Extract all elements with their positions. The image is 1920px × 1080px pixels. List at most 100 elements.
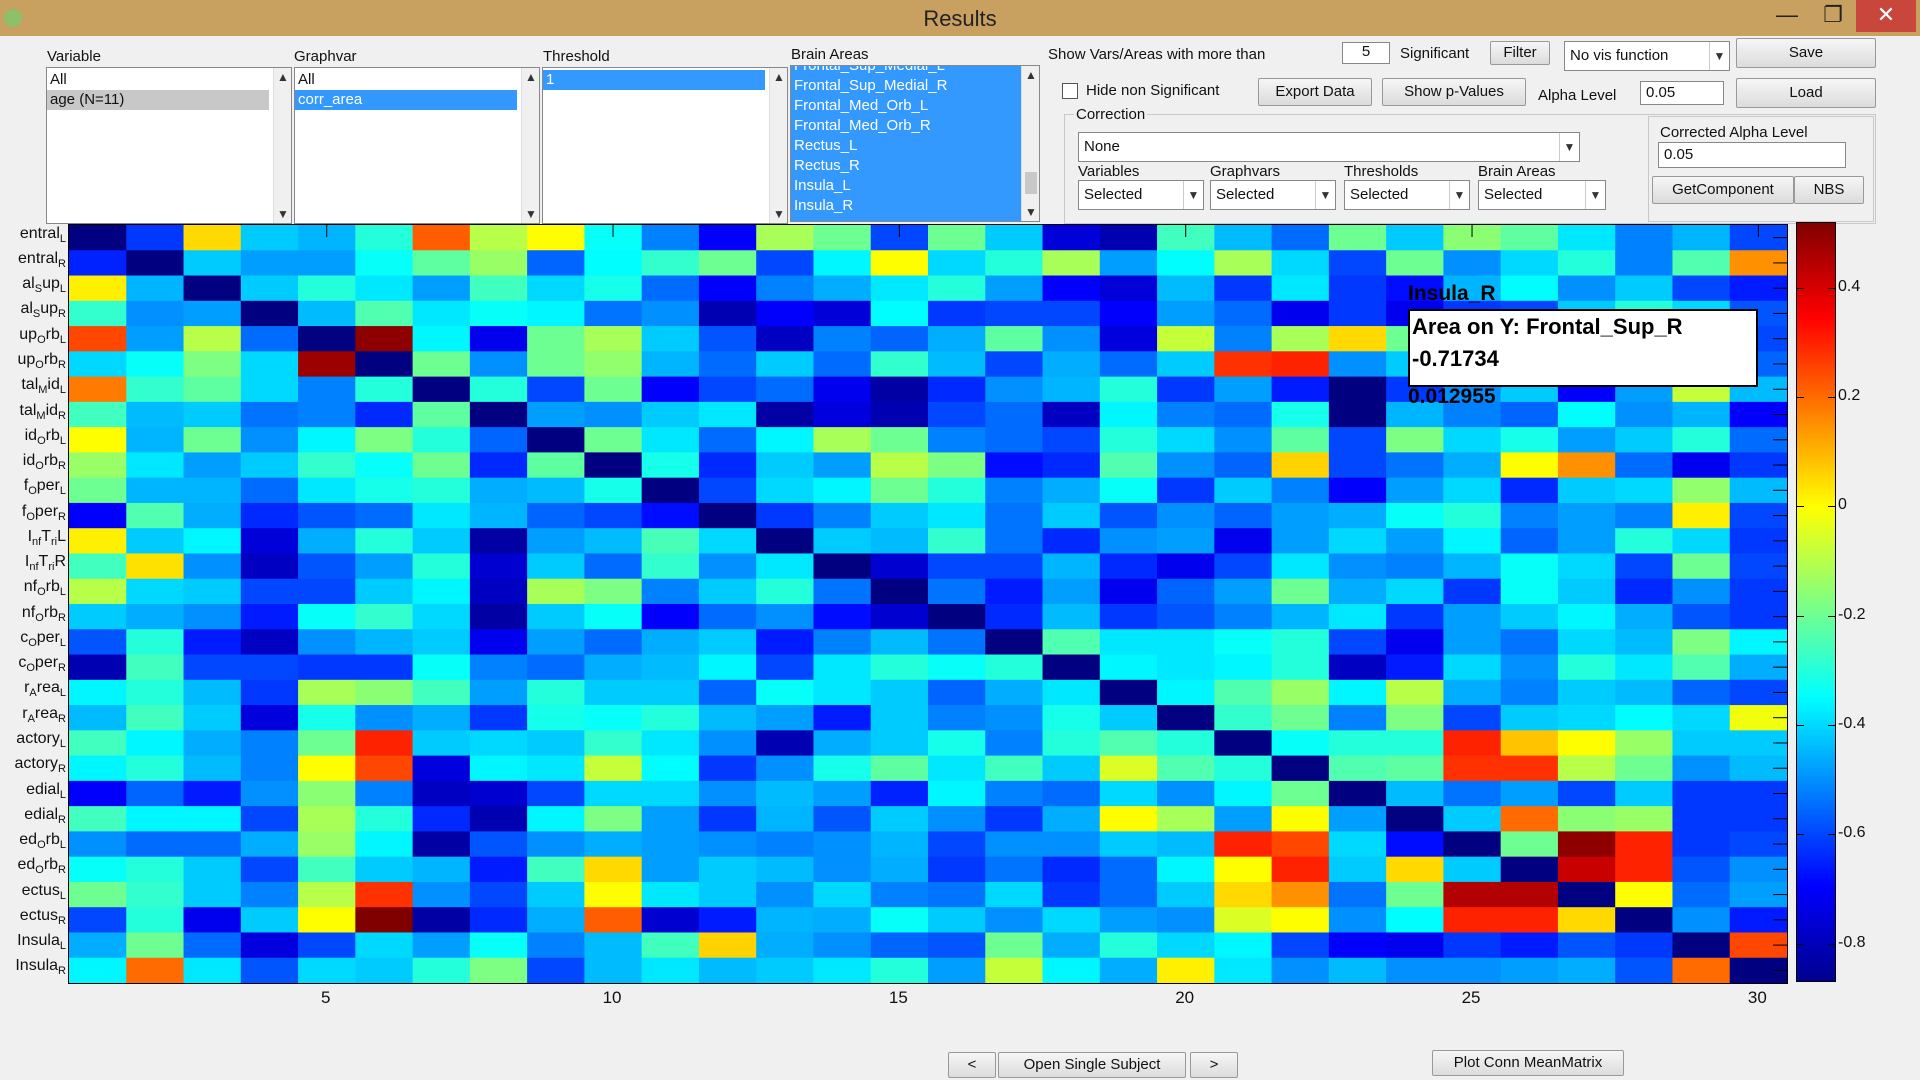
heatmap-cell[interactable] bbox=[756, 326, 815, 352]
heatmap-cell[interactable] bbox=[985, 629, 1044, 656]
heatmap-cell[interactable] bbox=[1328, 502, 1387, 529]
heatmap-cell[interactable] bbox=[813, 932, 872, 959]
heatmap-cell[interactable] bbox=[1042, 755, 1101, 782]
heatmap-cell[interactable] bbox=[641, 730, 700, 757]
heatmap-cell[interactable] bbox=[1443, 806, 1502, 832]
heatmap-cell[interactable] bbox=[870, 780, 929, 807]
heatmap-cell[interactable] bbox=[641, 932, 700, 959]
heatmap-cell[interactable] bbox=[813, 629, 872, 656]
heatmap-cell[interactable] bbox=[1099, 730, 1158, 757]
heatmap-cell[interactable] bbox=[985, 275, 1044, 302]
heatmap-cell[interactable] bbox=[756, 881, 815, 908]
restore-button[interactable]: ❐ bbox=[1823, 2, 1843, 27]
heatmap-cell[interactable] bbox=[1328, 528, 1387, 555]
heatmap-cell[interactable] bbox=[298, 300, 356, 327]
heatmap-cell[interactable] bbox=[298, 654, 356, 681]
heatmap-cell[interactable] bbox=[641, 250, 700, 277]
heatmap-cell[interactable] bbox=[1271, 907, 1330, 934]
threshold-item-1[interactable]: 1 bbox=[543, 70, 765, 90]
heatmap-cell[interactable] bbox=[183, 907, 242, 934]
heatmap-cell[interactable] bbox=[1672, 553, 1731, 580]
heatmap-cell[interactable] bbox=[1328, 856, 1387, 883]
heatmap-cell[interactable] bbox=[355, 427, 414, 453]
heatmap-cell[interactable] bbox=[527, 629, 585, 656]
heatmap-cell[interactable] bbox=[298, 957, 356, 984]
heatmap-cell[interactable] bbox=[527, 376, 585, 403]
heatmap-cell[interactable] bbox=[1214, 300, 1273, 327]
heatmap-cell[interactable] bbox=[298, 907, 356, 934]
heatmap-cell[interactable] bbox=[1042, 856, 1101, 883]
heatmap-cell[interactable] bbox=[240, 780, 299, 807]
heatmap-cell[interactable] bbox=[355, 907, 414, 934]
heatmap-cell[interactable] bbox=[641, 578, 700, 605]
heatmap-cell[interactable] bbox=[1500, 881, 1559, 908]
heatmap-cell[interactable] bbox=[870, 376, 929, 403]
heatmap-cell[interactable] bbox=[1672, 452, 1731, 479]
heatmap-cell[interactable] bbox=[870, 679, 929, 706]
heatmap-cell[interactable] bbox=[1386, 654, 1444, 681]
heatmap-cell[interactable] bbox=[756, 755, 815, 782]
heatmap-cell[interactable] bbox=[584, 452, 643, 479]
heatmap-cell[interactable] bbox=[1214, 528, 1273, 555]
heatmap-cell[interactable] bbox=[1271, 275, 1330, 302]
heatmap-cell[interactable] bbox=[1386, 427, 1444, 453]
heatmap-cell[interactable] bbox=[1500, 528, 1559, 555]
heatmap-cell[interactable] bbox=[1500, 907, 1559, 934]
heatmap-cell[interactable] bbox=[469, 477, 528, 504]
heatmap-cell[interactable] bbox=[1386, 679, 1444, 706]
chevron-down-icon[interactable]: ▼ bbox=[1559, 133, 1579, 161]
heatmap-cell[interactable] bbox=[1328, 376, 1387, 403]
heatmap-cell[interactable] bbox=[240, 528, 299, 555]
heatmap-cell[interactable] bbox=[240, 604, 299, 630]
heatmap-cell[interactable] bbox=[1443, 780, 1502, 807]
brain-areas-list[interactable]: Frontal_Sup_Medial_L Frontal_Sup_Medial_… bbox=[790, 65, 1040, 222]
heatmap-cell[interactable] bbox=[412, 907, 471, 934]
heatmap-cell[interactable] bbox=[1672, 578, 1731, 605]
heatmap-cell[interactable] bbox=[1271, 401, 1330, 428]
heatmap-cell[interactable] bbox=[928, 654, 986, 681]
heatmap-cell[interactable] bbox=[1042, 376, 1101, 403]
heatmap-cell[interactable] bbox=[469, 578, 528, 605]
heatmap-cell[interactable] bbox=[1271, 452, 1330, 479]
heatmap-cell[interactable] bbox=[126, 502, 185, 529]
scroll-up-icon[interactable]: ▲ bbox=[525, 70, 537, 84]
heatmap-cell[interactable] bbox=[698, 300, 757, 327]
heatmap-cell[interactable] bbox=[1214, 932, 1273, 959]
heatmap-cell[interactable] bbox=[1443, 881, 1502, 908]
heatmap-cell[interactable] bbox=[584, 351, 643, 378]
heatmap-cell[interactable] bbox=[1386, 881, 1444, 908]
heatmap-cell[interactable] bbox=[1157, 856, 1215, 883]
heatmap-cell[interactable] bbox=[928, 907, 986, 934]
heatmap-cell[interactable] bbox=[1500, 957, 1559, 984]
heatmap-cell[interactable] bbox=[183, 528, 242, 555]
heatmap-cell[interactable] bbox=[1328, 351, 1387, 378]
heatmap-cell[interactable] bbox=[469, 932, 528, 959]
heatmap-cell[interactable] bbox=[126, 553, 185, 580]
heatmap-cell[interactable] bbox=[355, 300, 414, 327]
heatmap-cell[interactable] bbox=[355, 730, 414, 757]
heatmap-cell[interactable] bbox=[527, 578, 585, 605]
heatmap-cell[interactable] bbox=[870, 452, 929, 479]
heatmap-cell[interactable] bbox=[355, 957, 414, 984]
heatmap-cell[interactable] bbox=[928, 528, 986, 555]
heatmap-cell[interactable] bbox=[355, 578, 414, 605]
heatmap-cell[interactable] bbox=[641, 528, 700, 555]
heatmap-cell[interactable] bbox=[1157, 881, 1215, 908]
graphvar-scrollbar[interactable]: ▲ ▼ bbox=[521, 68, 539, 223]
heatmap-cell[interactable] bbox=[1214, 326, 1273, 352]
heatmap-cell[interactable] bbox=[1328, 401, 1387, 428]
heatmap-cell[interactable] bbox=[412, 806, 471, 832]
heatmap-cell[interactable] bbox=[1042, 553, 1101, 580]
heatmap-cell[interactable] bbox=[1099, 528, 1158, 555]
heatmap-cell[interactable] bbox=[1557, 629, 1616, 656]
heatmap-cell[interactable] bbox=[928, 755, 986, 782]
heatmap-cell[interactable] bbox=[412, 932, 471, 959]
heatmap-cell[interactable] bbox=[1328, 705, 1387, 731]
heatmap-cell[interactable] bbox=[1386, 401, 1444, 428]
heatmap-cell[interactable] bbox=[1328, 755, 1387, 782]
heatmap-cell[interactable] bbox=[584, 477, 643, 504]
alpha-level-field[interactable]: 0.05 bbox=[1640, 81, 1724, 105]
heatmap-cell[interactable] bbox=[641, 780, 700, 807]
heatmap-cell[interactable] bbox=[1672, 856, 1731, 883]
heatmap-cell[interactable] bbox=[584, 604, 643, 630]
